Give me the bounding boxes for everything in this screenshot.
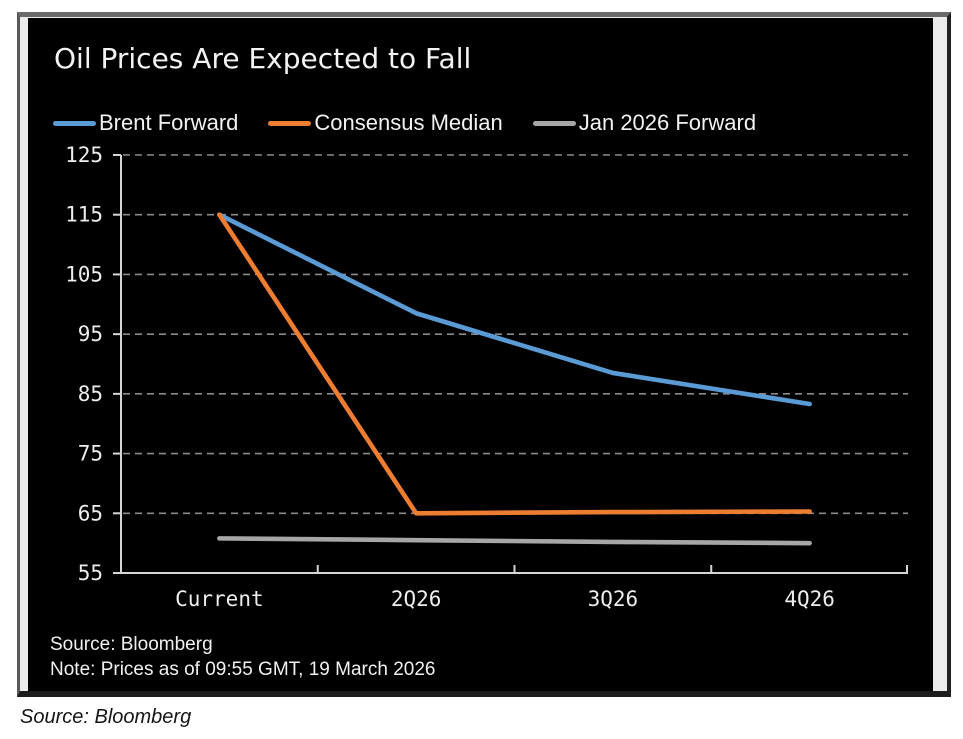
chart-note: Note: Prices as of 09:55 GMT, 19 March 2…	[50, 659, 436, 680]
chart-frame: Oil Prices Are Expected to Fall Brent Fo…	[17, 12, 951, 697]
legend-item-consensus-median: Consensus Median	[268, 110, 503, 136]
x-axis-label: 2Q26	[391, 587, 442, 611]
legend-label: Consensus Median	[314, 110, 503, 135]
legend-swatch-brent-forward	[53, 120, 96, 126]
y-axis-label: 105	[65, 262, 103, 286]
page-caption: Source: Bloomberg	[20, 706, 192, 728]
series-line-jan-2026-forward	[217, 536, 812, 546]
legend-item-jan-2026-forward: Jan 2026 Forward	[532, 110, 757, 136]
chart-area: Oil Prices Are Expected to Fall Brent Fo…	[28, 18, 933, 691]
y-axis-label: 55	[78, 561, 103, 585]
x-axis-label: Current	[175, 587, 264, 611]
legend-item-brent-forward: Brent Forward	[53, 110, 238, 136]
plot-svg: 55 65 75 85 95 105 115 125 Current 2Q26 3Q26 4Q26	[65, 143, 908, 611]
x-axis-label: 4Q26	[784, 587, 835, 611]
series-line-consensus-median	[217, 212, 812, 516]
series-line-brent-forward	[217, 212, 812, 407]
legend: Brent Forward Consensus Median Jan 2026 Fo…	[53, 110, 756, 136]
y-axis-label: 85	[78, 382, 103, 406]
chart-title: Oil Prices Are Expected to Fall	[54, 42, 472, 75]
legend-swatch-consensus-median	[268, 120, 312, 126]
chart-source: Source: Bloomberg	[50, 634, 213, 655]
legend-swatch-jan-2026-forward	[532, 120, 576, 126]
y-axis-label: 95	[78, 322, 103, 346]
y-axis-label: 115	[65, 203, 103, 227]
y-axis-label: 125	[65, 143, 103, 167]
y-axis-label: 75	[78, 442, 103, 466]
y-axis-label: 65	[78, 501, 103, 525]
legend-label: Jan 2026 Forward	[578, 110, 757, 135]
legend-label: Brent Forward	[99, 110, 239, 135]
x-axis-label: 3Q26	[588, 587, 639, 611]
